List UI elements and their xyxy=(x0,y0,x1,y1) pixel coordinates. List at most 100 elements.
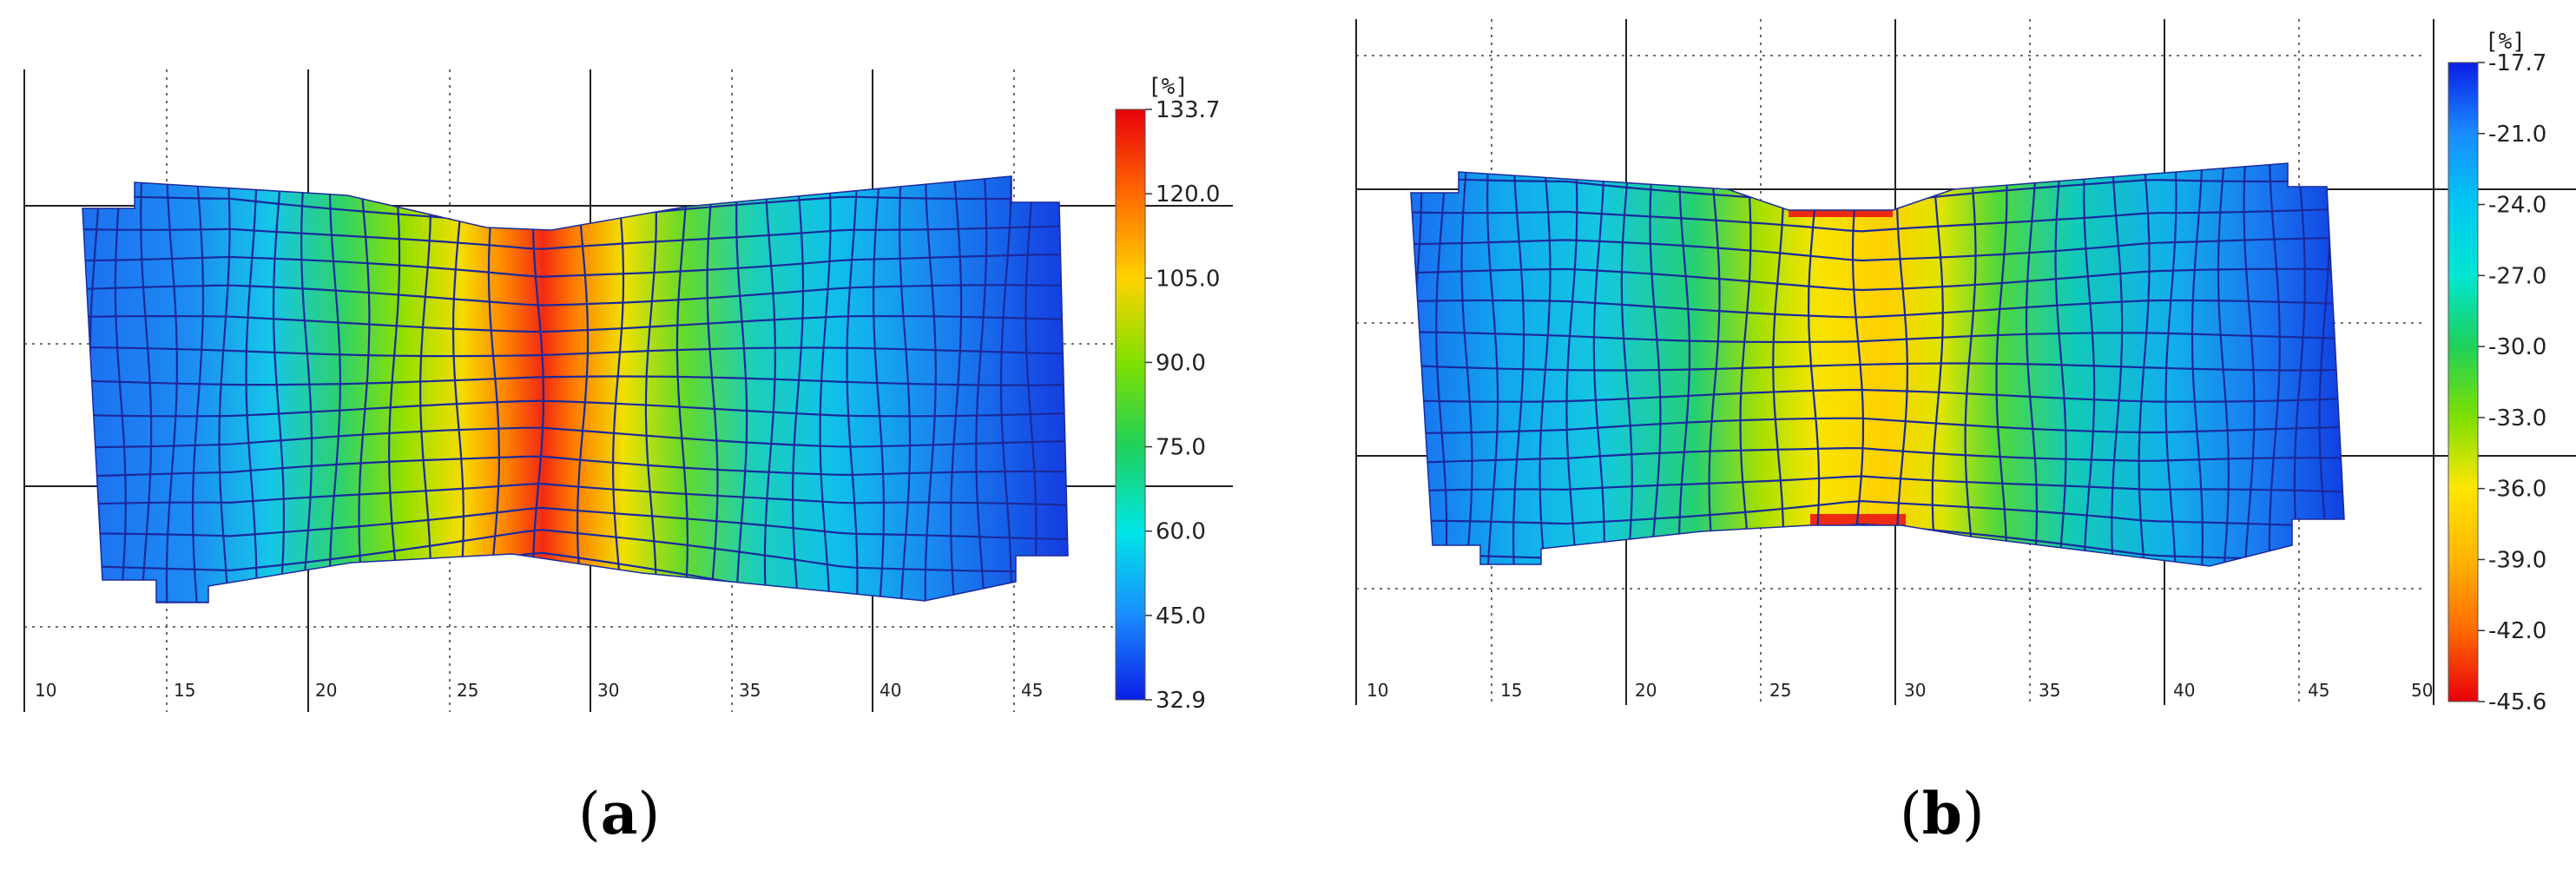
colorbar-tick-label: -45.6 xyxy=(2488,689,2546,715)
mesh-column-line xyxy=(576,196,590,589)
colorbar-tick-label: 45.0 xyxy=(1156,603,1206,629)
mesh-column-line xyxy=(1565,163,1578,566)
mesh-row-line xyxy=(82,426,1068,449)
panel-a-x-tick: 40 xyxy=(880,680,901,701)
mesh-column-line xyxy=(2243,163,2256,566)
colorbar-tick-label: 133.7 xyxy=(1156,97,1220,123)
panel-a-x-tick: 20 xyxy=(315,680,337,701)
mesh-column-line xyxy=(531,201,545,583)
mesh-column-line xyxy=(1486,163,1499,566)
mesh-row-line xyxy=(82,482,1068,506)
panel-a-x-tick: 45 xyxy=(1021,680,1043,701)
colorbar-tick-label: -17.7 xyxy=(2488,50,2546,76)
mesh-column-line xyxy=(1995,167,2008,566)
mesh-column-line xyxy=(358,183,371,603)
colorbar-tick-label: 90.0 xyxy=(1156,350,1206,376)
mesh-column-line xyxy=(328,180,341,603)
mesh-column-line xyxy=(300,177,313,603)
mesh-column-line xyxy=(763,177,777,603)
panel-a-x-tick: 35 xyxy=(739,680,761,701)
panel-b-specimen xyxy=(1411,163,2344,566)
mesh-row-line xyxy=(1411,446,2344,464)
mesh-column-line xyxy=(2164,163,2177,566)
mesh-column-line xyxy=(140,176,153,603)
colorbar-tick-label: -33.0 xyxy=(2488,405,2546,432)
panel-a-mesh xyxy=(41,169,1068,625)
colorbar-tick-label: -36.0 xyxy=(2488,477,2546,503)
mesh-column-line xyxy=(873,176,886,603)
mesh-column-line xyxy=(1592,163,1605,566)
mesh-column-line xyxy=(65,169,76,625)
mesh-column-line xyxy=(165,176,179,603)
panel-a-x-tick: 30 xyxy=(597,680,619,701)
mesh-column-line xyxy=(1024,176,1038,603)
mesh-column-line xyxy=(706,183,719,603)
panel-b-colorbar xyxy=(2448,62,2479,702)
panel-a-x-tick: 25 xyxy=(457,680,478,701)
mesh-column-line xyxy=(1677,164,1691,566)
mesh-column-line xyxy=(1739,170,1752,564)
mesh-row-line xyxy=(1411,299,2344,319)
mesh-column-line xyxy=(846,176,859,603)
mesh-column-line xyxy=(2083,163,2096,566)
panel-b-x-tick: 45 xyxy=(2308,680,2329,701)
mesh-column-line xyxy=(218,176,231,603)
mesh-column-line xyxy=(41,169,51,625)
mesh-column-line xyxy=(1931,174,1944,560)
panel-b-label: (b) xyxy=(1900,780,1985,847)
panel-b-x-tick: 25 xyxy=(1769,680,1791,701)
mesh-column-line xyxy=(191,176,205,603)
mesh-column-line xyxy=(1649,163,1662,566)
mesh-column-line xyxy=(387,186,401,603)
panel-a-specimen-outline xyxy=(82,175,1069,603)
colorbar-tick-label: 60.0 xyxy=(1156,519,1206,545)
panel-b-specimen-outline xyxy=(1410,162,2345,567)
mesh-column-line xyxy=(1772,174,1785,560)
colorbar-tick-label: -27.0 xyxy=(2488,263,2546,289)
panel-a-specimen xyxy=(41,169,1068,625)
mesh-row-line xyxy=(1411,236,2344,262)
mesh-column-line xyxy=(735,180,748,603)
mesh-row-line xyxy=(82,506,1068,541)
mesh-column-line xyxy=(2054,163,2067,566)
mesh-row-line xyxy=(1411,267,2344,292)
colorbar-tick-label: -42.0 xyxy=(2488,618,2546,644)
mesh-column-line xyxy=(1460,163,1473,566)
mesh-column-line xyxy=(114,176,127,603)
mesh-row-line xyxy=(82,284,1068,306)
panel-b-x-tick: 20 xyxy=(1635,680,1657,701)
colorbar-tick-label: 32.9 xyxy=(1156,688,1206,714)
mesh-column-line xyxy=(2111,163,2124,566)
mesh-column-line xyxy=(451,193,465,594)
mesh-row-line xyxy=(82,455,1068,478)
mesh-column-line xyxy=(2293,163,2306,566)
panel-b-colorbar-ticks: -17.7 -21.0 -24.0 -27.0 -30.0 -33.0 -36.0 -39.0… xyxy=(2478,50,2546,715)
mesh-column-line xyxy=(924,176,937,603)
mesh-row-line xyxy=(1411,331,2344,344)
mesh-column-line xyxy=(792,176,805,603)
mesh-column-line xyxy=(1807,177,1821,557)
mesh-column-line xyxy=(2268,163,2281,566)
panel-b-x-ticks: 10 15 20 25 30 35 40 45 50 xyxy=(1367,680,2433,701)
mesh-column-line xyxy=(1851,181,1865,552)
panel-b: 10 15 20 25 30 35 40 45 50 [%] -17.7 -21.… xyxy=(1355,19,2576,715)
mesh-column-line xyxy=(950,176,963,603)
mesh-row-line xyxy=(82,225,1068,250)
colorbar-tick-label: -21.0 xyxy=(2488,122,2546,148)
mesh-column-line xyxy=(1964,170,1977,564)
mesh-column-line xyxy=(487,196,501,589)
mesh-column-line xyxy=(611,193,625,594)
panel-b-x-tick: 15 xyxy=(1500,680,1522,701)
mesh-column-line xyxy=(2217,163,2230,566)
mesh-column-line xyxy=(1620,163,1633,566)
mesh-column-line xyxy=(975,176,988,603)
panel-a-x-tick: 10 xyxy=(35,680,56,701)
mesh-column-line xyxy=(675,186,689,603)
panel-a: 10 15 20 25 30 35 40 45 [%] 133.7 120.0 10… xyxy=(23,69,1233,714)
mesh-column-line xyxy=(272,176,285,603)
panel-b-colorbar-unit: [%] xyxy=(2485,29,2526,55)
panel-a-label: (a) xyxy=(578,780,660,847)
panel-b-x-tick: 50 xyxy=(2411,680,2433,701)
mesh-column-line xyxy=(819,176,832,603)
